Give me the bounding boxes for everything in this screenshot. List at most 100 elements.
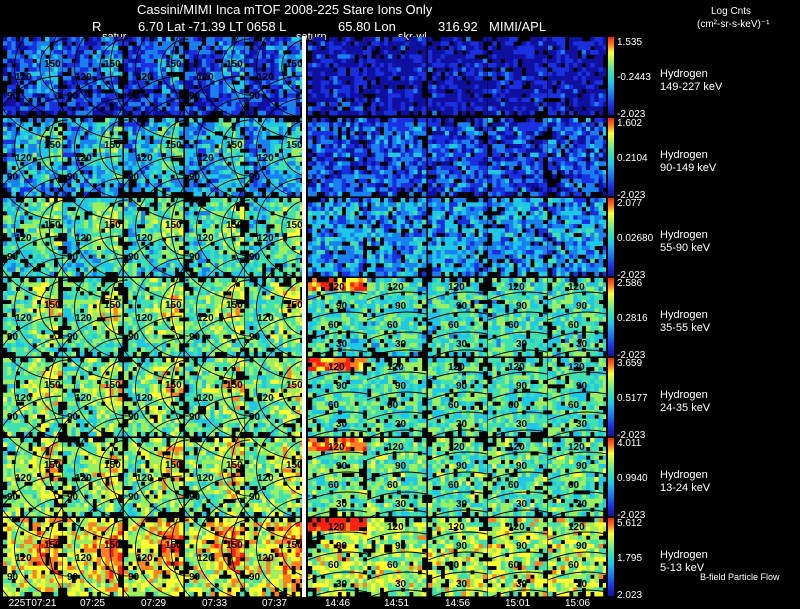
pixel [274,148,280,154]
pixel [19,202,25,208]
pixel [113,191,119,197]
pixel [149,110,154,116]
pixel [161,161,167,167]
pixel [345,110,351,116]
pixel [585,93,591,99]
pixel [161,45,167,51]
pixel [193,131,199,136]
pixel [371,102,376,107]
pixel [84,84,89,90]
pixel [538,183,544,188]
pixel [274,84,280,90]
pixel [201,122,207,128]
pixel [100,135,106,141]
pixel [465,41,471,47]
pixel [509,50,514,55]
pixel [100,237,106,242]
pixel [375,67,381,73]
pixel [383,89,389,94]
pixel [324,148,330,154]
pixel [222,211,228,216]
pixel [341,152,347,158]
pixel [132,131,138,136]
pixel [530,93,535,99]
pixel [312,191,317,197]
pixel [210,174,215,180]
pixel [170,54,175,60]
pixel [140,45,146,51]
pixel [585,97,591,103]
pixel [453,139,458,145]
pixel [436,131,442,136]
pixel [206,131,211,136]
pixel [153,37,159,42]
pixel [227,139,232,145]
pixel [178,80,184,86]
pixel [113,250,119,255]
pixel [185,157,190,162]
pixel [24,139,29,145]
pixel [197,63,203,68]
pixel [257,178,263,184]
pixel [465,58,471,64]
pixel [432,183,437,188]
pixel [383,76,389,81]
pixel [282,148,288,154]
pixel [189,219,194,225]
pixel [560,54,566,60]
pixel [270,165,275,171]
pixel [227,202,232,208]
pixel [53,106,59,112]
pixel [53,267,59,273]
pixel [96,50,102,55]
pixel [482,118,488,123]
pixel [569,45,574,51]
pixel [222,187,228,193]
pixel [67,241,72,247]
pixel [36,54,42,60]
pixel [15,232,21,238]
pixel [453,187,458,193]
pixel [341,161,347,167]
pixel [222,148,228,154]
pixel [3,135,8,141]
pixel [474,106,479,112]
pixel [84,254,89,260]
pixel [392,178,397,184]
pixel [573,80,578,86]
pixel [337,45,343,51]
pixel [345,93,351,99]
pixel [79,148,85,154]
pixel [239,211,245,216]
pixel [36,148,42,154]
pixel [161,157,167,162]
pixel [100,110,106,116]
pixel [278,161,284,167]
pixel [413,152,418,158]
pixel [57,228,63,234]
pixel [145,215,150,221]
pixel [218,161,224,167]
pixel [206,110,211,116]
pixel [32,54,38,60]
pixel [100,224,106,229]
pixel [206,206,211,212]
pixel [71,211,77,216]
pixel [413,45,418,51]
pixel [409,93,414,99]
pixel [145,67,150,73]
pixel [594,178,599,184]
pixel [396,71,402,77]
pixel [392,84,397,90]
pixel [432,97,437,103]
pixel [214,84,220,90]
pixel [436,71,442,77]
pixel [590,97,595,103]
pixel [261,45,267,51]
pixel [308,89,313,94]
pixel [32,183,38,188]
pixel [504,50,510,55]
image-cell [488,118,548,197]
pixel [185,170,190,175]
pixel [337,191,343,197]
